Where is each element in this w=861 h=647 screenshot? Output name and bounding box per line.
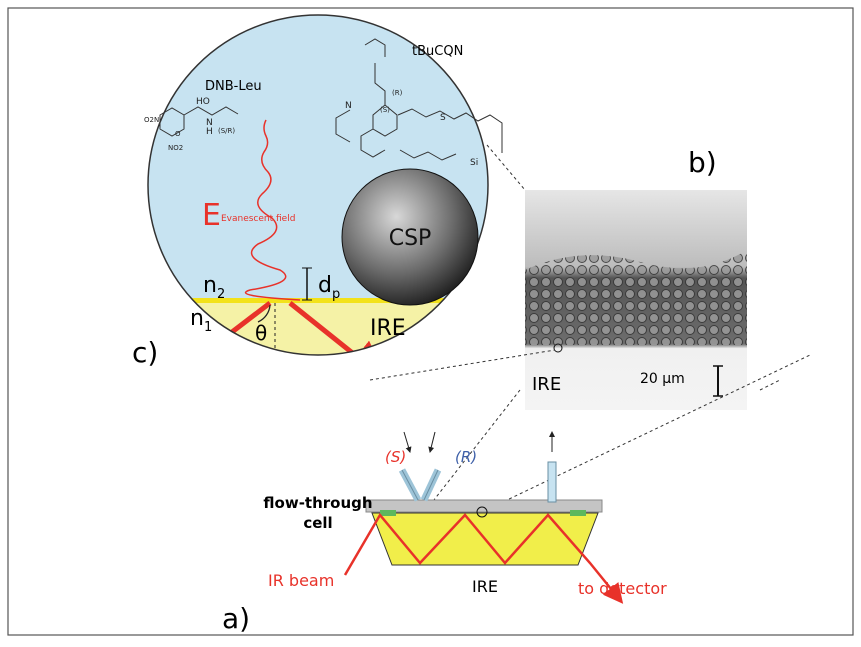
label-cell-ire: IRE <box>472 577 498 596</box>
label-s: (S) <box>385 448 406 466</box>
label-dnb-leu: DNB-Leu <box>205 79 262 94</box>
scale-bar-label: 20 μm <box>640 371 685 387</box>
label-tbucqn: tBuCQN <box>412 44 463 59</box>
panel-label: c) <box>132 336 158 369</box>
label-r: (R) <box>455 448 477 466</box>
chem-label: (S/R) <box>218 127 235 135</box>
panel-label: a) <box>222 602 250 635</box>
chem-label: N <box>345 101 352 111</box>
chem-label: S <box>440 113 446 123</box>
label-theta: θ <box>255 321 267 345</box>
label-ire: IRE <box>370 316 406 341</box>
panel-label: b) <box>688 146 717 179</box>
label-ir-beam: IR beam <box>268 571 334 590</box>
sem-ire: IRE <box>532 374 561 395</box>
label-detector: to detector <box>578 579 667 598</box>
chem-label: HO <box>196 97 210 107</box>
chem-label: (R) <box>392 89 403 97</box>
chem-label: H <box>206 127 213 137</box>
cell-title: flow-through <box>263 494 372 512</box>
chem-label: Si <box>470 158 478 168</box>
chem-label: (S) <box>380 106 390 114</box>
cell-title: cell <box>303 514 332 532</box>
chem-label: NO2 <box>168 144 183 152</box>
chem-label: O <box>175 130 181 138</box>
label-csp: CSP <box>389 226 432 251</box>
figure: HO N H (S/R) O O2N NO2 (R) (S) N S Si tB… <box>0 0 861 643</box>
chem-label: O2N <box>144 116 159 124</box>
